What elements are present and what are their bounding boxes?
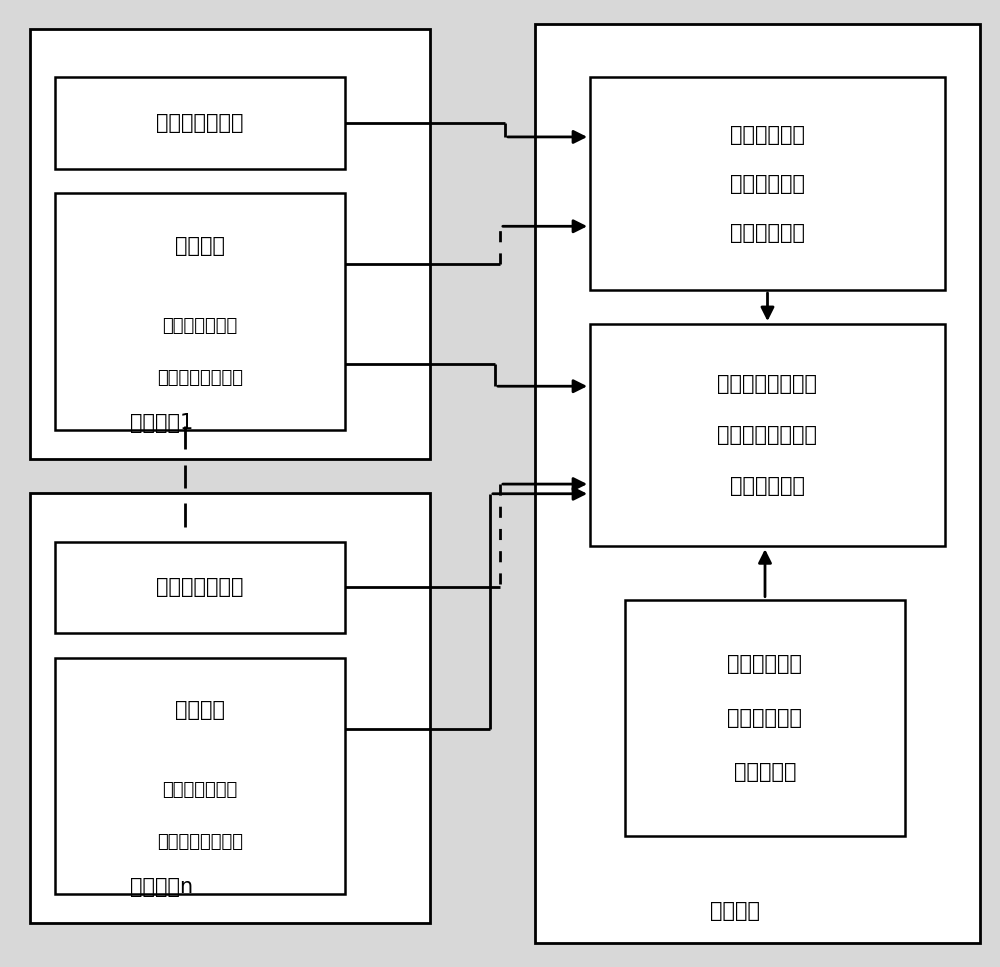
Bar [55, 77, 345, 169]
Text: 阶段分配最优的信: 阶段分配最优的信 [718, 425, 818, 445]
Text: 否完成通信: 否完成通信 [734, 763, 796, 782]
Text: 判断认知用户: 判断认知用户 [728, 654, 802, 673]
Text: 请求通信: 请求通信 [175, 700, 225, 719]
Text: 道和功率资源: 道和功率资源 [730, 477, 805, 496]
Text: 感知无线电环境: 感知无线电环境 [156, 577, 244, 598]
Text: 请求通信: 请求通信 [175, 236, 225, 255]
Text: 认知基站: 认知基站 [710, 901, 760, 921]
Text: 服务质量需求信息: 服务质量需求信息 [157, 834, 243, 851]
Text: 获取当前阶段: 获取当前阶段 [730, 174, 805, 193]
Text: 通信量需求信息: 通信量需求信息 [162, 781, 238, 800]
Bar [55, 542, 345, 633]
Text: 信道状态信息: 信道状态信息 [730, 222, 805, 243]
Text: 感知信息融合: 感知信息融合 [730, 125, 805, 145]
Bar [625, 600, 905, 836]
Text: 为认知用户在当前: 为认知用户在当前 [718, 374, 818, 394]
Text: 在前一阶段是: 在前一阶段是 [728, 708, 802, 728]
Bar [30, 493, 430, 923]
Text: 通信量需求信息: 通信量需求信息 [162, 317, 238, 336]
Text: 感知无线电环境: 感知无线电环境 [156, 113, 244, 133]
Bar [55, 193, 345, 430]
Text: 认知用户1: 认知用户1 [130, 413, 193, 432]
Bar [590, 324, 945, 546]
Bar [55, 658, 345, 894]
Text: 认知用户n: 认知用户n [130, 877, 193, 896]
Bar [30, 29, 430, 459]
Text: 服务质量需求信息: 服务质量需求信息 [157, 369, 243, 387]
Bar [535, 24, 980, 943]
Bar [590, 77, 945, 290]
